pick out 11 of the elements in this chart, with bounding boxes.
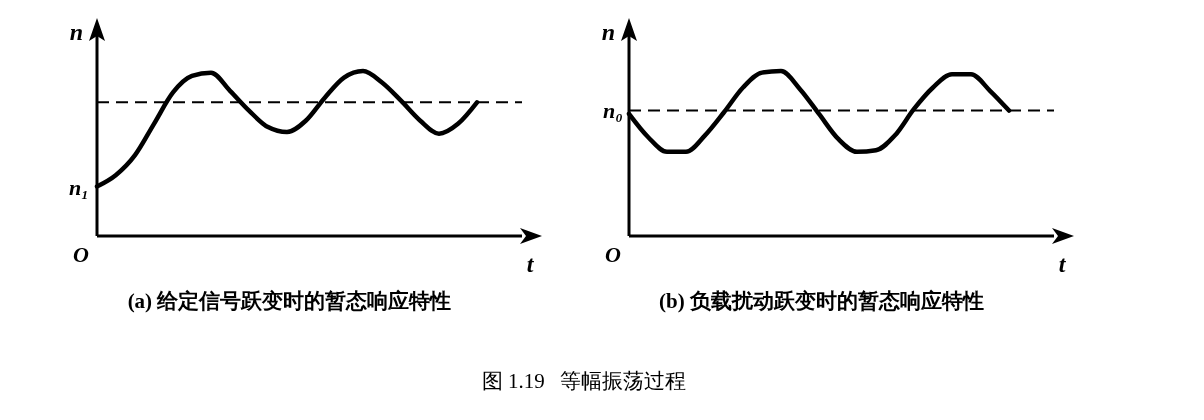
text: O [73, 242, 90, 267]
x-axis-title: t [526, 251, 535, 277]
text: (a) 给定信号跃变时的暂态响应特性 [127, 289, 452, 313]
annotation: n₁ [69, 174, 89, 200]
text: O [605, 242, 622, 267]
caption: 图 1.19 等幅振荡过程 [481, 369, 687, 393]
x-axis-title: t [1058, 251, 1067, 277]
y-axis-title: n [601, 19, 615, 45]
ref-line-label: n₀ [603, 97, 623, 123]
y-axis-title: n [69, 19, 83, 45]
text: (b) 负载扰动跃变时的暂态响应特性 [659, 289, 984, 313]
